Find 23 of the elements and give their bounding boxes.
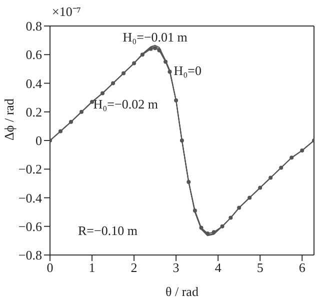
y-tick-label: 0.4 xyxy=(26,76,42,91)
y-tick-label: 0.6 xyxy=(26,47,42,62)
x-tick-label: 3 xyxy=(172,260,180,276)
x-tick-label: 0 xyxy=(46,260,54,276)
x-tick-label: 1 xyxy=(88,260,96,276)
annotation: H₀=−0.02 m xyxy=(93,96,158,112)
x-tick-label: 5 xyxy=(256,260,264,276)
y-tick-label: 0.2 xyxy=(26,104,42,120)
text: ×10⁻⁷ xyxy=(52,3,81,20)
x-tick-label: 2 xyxy=(130,260,138,276)
annotation: H₀=0 xyxy=(174,62,202,78)
annotation: R=−0.10 m xyxy=(78,223,138,239)
x-tick-label: 4 xyxy=(214,260,222,276)
y-axis-title: Δϕ / rad xyxy=(2,98,17,140)
x-axis-title: θ / rad xyxy=(166,284,199,298)
y-tick-label: 0.8 xyxy=(26,18,42,34)
y-tick-label: −0.2 xyxy=(18,162,42,177)
annotation: H₀=−0.01 m xyxy=(122,29,188,44)
x-tick-label: 6 xyxy=(298,260,306,276)
y-tick-label: −0.4 xyxy=(18,190,42,206)
y-tick-label: −0.6 xyxy=(18,218,42,234)
y-tick-label: 0 xyxy=(36,133,42,148)
y-tick-label: −0.8 xyxy=(18,248,42,263)
